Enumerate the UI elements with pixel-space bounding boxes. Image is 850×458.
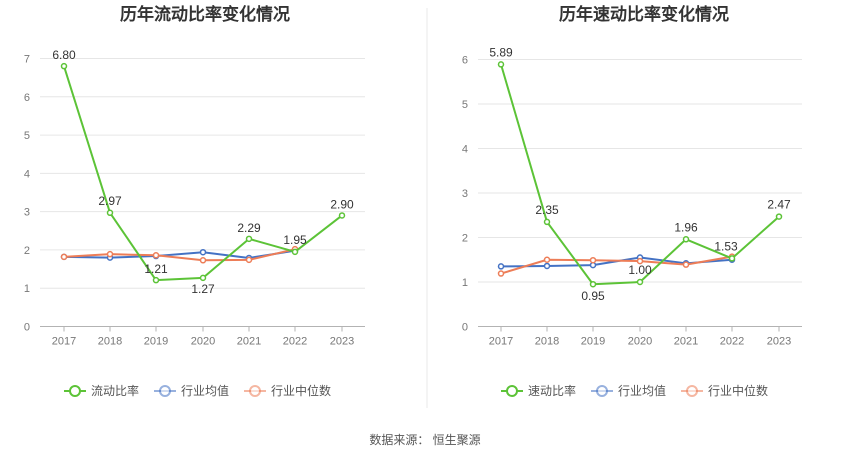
data-point bbox=[497, 61, 505, 68]
y-tick-label: 5 bbox=[462, 99, 468, 111]
data-point bbox=[682, 261, 690, 268]
data-point bbox=[199, 274, 207, 282]
data-point bbox=[245, 235, 253, 243]
data-point bbox=[497, 270, 505, 277]
y-tick-label: 3 bbox=[462, 188, 468, 200]
data-point bbox=[589, 280, 597, 288]
data-point bbox=[682, 236, 690, 243]
data-point bbox=[636, 278, 644, 286]
legend-label: 行业均值 bbox=[181, 383, 229, 398]
x-tick-label: 2022 bbox=[283, 336, 307, 348]
current-ratio-chart: 历年流动比率变化情况 0 1 2 3 4 5 6 7 2017 2018 2019 2020 2021 2… bbox=[24, 4, 365, 398]
data-point bbox=[199, 248, 207, 256]
y-tick-label: 4 bbox=[24, 168, 30, 180]
data-label: 6.80 bbox=[52, 48, 76, 62]
data-point bbox=[543, 262, 551, 270]
y-tick-label: 6 bbox=[462, 55, 468, 67]
y-tick-label: 5 bbox=[24, 130, 30, 142]
legend-item[interactable]: 速动比率 bbox=[501, 383, 576, 398]
data-point bbox=[543, 218, 551, 226]
data-label: 0.95 bbox=[581, 289, 605, 303]
data-point bbox=[338, 212, 346, 219]
data-label: 1.00 bbox=[628, 263, 652, 277]
legend-item[interactable]: 行业均值 bbox=[591, 383, 666, 398]
legend-marker-icon bbox=[686, 385, 698, 397]
quick-ratio-chart: 历年速动比率变化情况 0 1 2 3 4 5 6 2017 2018 2019 2020 2021 20… bbox=[462, 4, 802, 398]
x-tick-label: 2020 bbox=[191, 336, 215, 348]
data-point bbox=[199, 257, 207, 264]
legend-label: 行业中位数 bbox=[271, 383, 331, 398]
data-point bbox=[728, 255, 736, 262]
data-point bbox=[245, 256, 253, 264]
y-tick-label: 1 bbox=[24, 283, 30, 295]
legend-item[interactable]: 行业中位数 bbox=[681, 383, 768, 398]
data-label: 2.35 bbox=[535, 203, 559, 217]
legend-label: 行业中位数 bbox=[708, 383, 768, 398]
y-tick-label: 6 bbox=[24, 92, 30, 104]
x-tick-label: 2020 bbox=[628, 336, 652, 348]
data-point bbox=[106, 209, 114, 217]
legend-label: 行业均值 bbox=[618, 383, 666, 398]
y-tick-label: 0 bbox=[24, 322, 30, 334]
data-point bbox=[291, 248, 299, 256]
y-tick-label: 2 bbox=[24, 245, 30, 257]
x-tick-label: 2019 bbox=[581, 336, 605, 348]
data-label: 1.27 bbox=[191, 282, 215, 296]
data-point bbox=[60, 62, 68, 70]
legend-label: 速动比率 bbox=[528, 383, 576, 398]
x-tick-label: 2021 bbox=[237, 336, 261, 348]
data-point bbox=[636, 257, 644, 265]
data-point bbox=[106, 250, 114, 258]
legend-marker-icon bbox=[249, 385, 261, 397]
y-tick-label: 0 bbox=[462, 322, 468, 334]
x-tick-label: 2022 bbox=[720, 336, 744, 348]
series-line bbox=[500, 255, 733, 275]
data-point bbox=[497, 263, 505, 270]
data-label: 2.47 bbox=[767, 198, 791, 212]
data-label: 2.97 bbox=[98, 194, 122, 208]
series-line bbox=[63, 248, 296, 262]
data-label: 5.89 bbox=[489, 45, 513, 59]
data-point bbox=[60, 253, 68, 261]
x-tick-label: 2017 bbox=[489, 336, 513, 348]
legend-marker-icon bbox=[506, 385, 518, 397]
data-point bbox=[152, 276, 160, 284]
x-tick-label: 2023 bbox=[767, 336, 791, 348]
legend-marker-icon bbox=[596, 385, 608, 397]
chart-title: 历年流动比率变化情况 bbox=[120, 4, 290, 24]
series-line bbox=[63, 249, 296, 259]
data-label: 1.53 bbox=[714, 239, 738, 253]
x-tick-label: 2018 bbox=[98, 336, 122, 348]
y-tick-label: 1 bbox=[462, 277, 468, 289]
y-tick-label: 2 bbox=[462, 233, 468, 245]
data-label: 1.21 bbox=[144, 262, 168, 276]
x-tick-label: 2021 bbox=[674, 336, 698, 348]
data-label: 2.29 bbox=[237, 221, 261, 235]
data-label: 1.96 bbox=[674, 220, 698, 234]
x-tick-label: 2017 bbox=[52, 336, 76, 348]
y-tick-label: 7 bbox=[24, 54, 30, 66]
data-point bbox=[589, 256, 597, 264]
y-tick-label: 3 bbox=[24, 207, 30, 219]
data-label: 2.90 bbox=[330, 197, 354, 211]
legend-label: 流动比率 bbox=[91, 383, 139, 398]
legend-item[interactable]: 流动比率 bbox=[64, 383, 139, 398]
legend-marker-icon bbox=[69, 385, 81, 397]
legend-item[interactable]: 行业均值 bbox=[154, 383, 229, 398]
x-tick-label: 2023 bbox=[330, 336, 354, 348]
x-tick-label: 2019 bbox=[144, 336, 168, 348]
data-point bbox=[152, 252, 160, 259]
legend-item[interactable]: 行业中位数 bbox=[244, 383, 331, 398]
legend-marker-icon bbox=[159, 385, 171, 397]
data-label: 1.95 bbox=[283, 233, 307, 247]
data-point bbox=[775, 213, 783, 220]
data-source-note: 数据来源： 恒生聚源 bbox=[369, 432, 480, 447]
data-point bbox=[543, 256, 551, 263]
chart-title: 历年速动比率变化情况 bbox=[559, 4, 729, 24]
x-tick-label: 2018 bbox=[535, 336, 559, 348]
y-tick-label: 4 bbox=[462, 144, 468, 156]
